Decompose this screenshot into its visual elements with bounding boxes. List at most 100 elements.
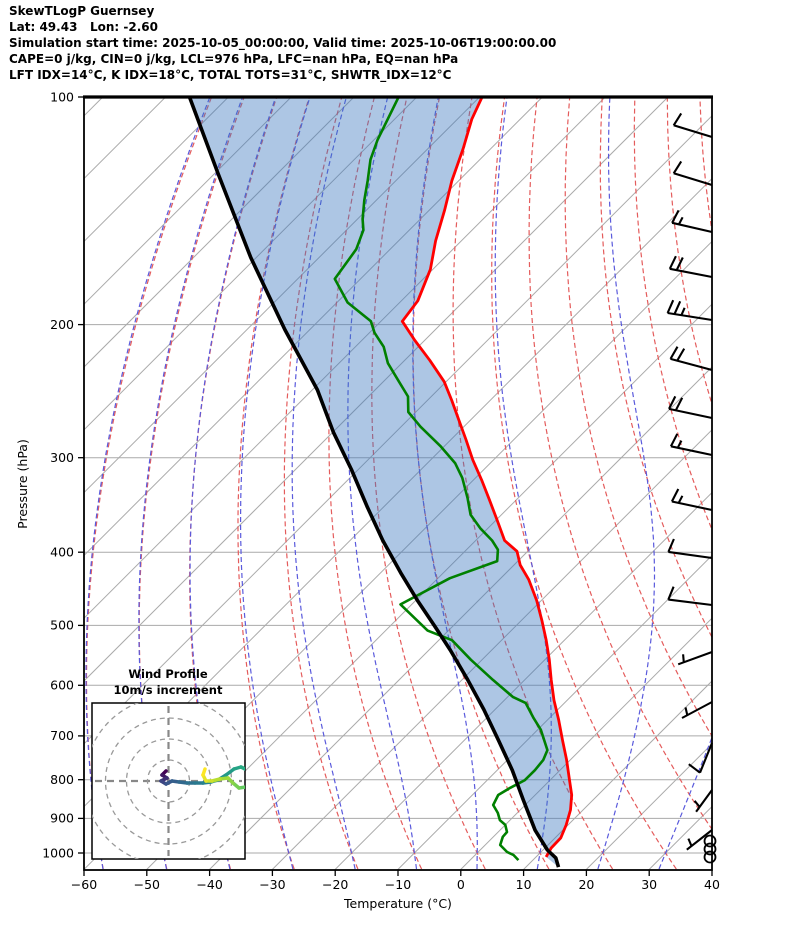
x-tick-label: −30 <box>259 877 285 892</box>
wind-barb <box>670 488 713 512</box>
y-tick-label: 500 <box>50 618 74 633</box>
isotherm-line <box>145 303 712 870</box>
wind-barb <box>669 346 713 372</box>
dry-adiabat-line <box>237 97 310 870</box>
calm-wind-circle <box>703 850 717 864</box>
wind-barb-staff <box>667 311 713 322</box>
y-tick-label: 200 <box>50 317 74 332</box>
isotherm-line <box>84 97 669 682</box>
moist-adiabat-line <box>240 97 311 870</box>
wind-barb-staff <box>673 124 713 139</box>
wind-barbs <box>666 112 717 864</box>
wind-barb-flag <box>672 160 683 174</box>
wind-barb-flag <box>688 763 701 774</box>
wind-barb-staff <box>673 172 713 187</box>
wind-barb-staff <box>671 221 713 234</box>
y-tick-label: 1000 <box>42 845 74 860</box>
y-tick-label: 600 <box>50 678 74 693</box>
x-tick-label: −60 <box>71 877 97 892</box>
isotherm-line <box>84 97 543 557</box>
isotherm-line <box>585 743 712 870</box>
calm-wind-circle <box>703 834 717 848</box>
moist-adiabat-line <box>597 97 656 870</box>
wind-barb-flag <box>669 346 679 360</box>
moist-adiabat-line <box>412 97 478 870</box>
wind-barb <box>672 112 713 139</box>
y-tick-label: 900 <box>50 811 74 826</box>
dry-adiabat-line <box>528 97 712 831</box>
isotherm-line <box>84 97 355 368</box>
hodograph-trace-segment <box>239 765 245 771</box>
cape-indices-line: CAPE=0 j/kg, CIN=0 j/kg, LCL=976 hPa, LF… <box>9 52 459 66</box>
cape-shading-layer <box>189 97 572 868</box>
wind-barb-flag <box>667 586 675 600</box>
isotherm-line <box>84 97 480 494</box>
temperature-curve <box>400 97 574 858</box>
dry-adiabat-line <box>564 97 712 738</box>
dewpoint-curve <box>333 97 549 862</box>
isotherm-line <box>522 680 712 870</box>
isotherm-line <box>208 366 712 870</box>
x-tick-label: −20 <box>322 877 348 892</box>
hodograph-trace-segment <box>244 785 245 789</box>
x-tick-label: 40 <box>704 877 720 892</box>
wind-barb-flag <box>669 433 679 447</box>
wind-barb-staff <box>695 789 713 813</box>
isotherm-line <box>84 97 418 431</box>
latlon-line: Lat: 49.43 Lon: -2.60 <box>9 20 158 34</box>
wind-barb-flag <box>676 348 686 362</box>
wind-barb-staff <box>668 550 713 560</box>
isotherm-line <box>397 554 712 870</box>
hodograph-content <box>92 703 251 859</box>
wind-barb <box>677 651 713 666</box>
dry-adiabat-line <box>732 97 794 869</box>
wind-barb <box>668 255 713 279</box>
wind-barb-flag <box>670 488 680 502</box>
dry-adiabat-line <box>491 97 677 870</box>
y-tick-label: 300 <box>50 450 74 465</box>
wind-barb-flag <box>667 538 675 553</box>
wind-barb <box>686 829 713 851</box>
wind-barb-halfflag <box>680 307 686 316</box>
sounding-curves <box>187 97 574 868</box>
isotherm-line <box>271 429 712 870</box>
wind-barb-flag <box>668 395 677 410</box>
moist-adiabat-line <box>783 97 794 869</box>
wind-barb <box>668 395 713 420</box>
wind-barb <box>667 538 713 560</box>
wind-barb <box>667 586 713 607</box>
hodograph-trace-segment <box>247 770 251 776</box>
wind-barb <box>672 160 713 187</box>
dry-adiabat-line <box>452 97 614 870</box>
wind-barb-staff <box>668 598 713 607</box>
isotherm-line <box>711 868 712 870</box>
wind-barb-halfflag <box>684 707 689 716</box>
wind-barb-halfflag <box>693 800 701 808</box>
simulation-times-line: Simulation start time: 2025-10-05_00:00:… <box>9 36 557 50</box>
wind-barb-halfflag <box>677 495 684 504</box>
calm-wind-circle <box>703 842 717 856</box>
wind-profile-inset <box>91 702 251 860</box>
wind-barb-staff <box>671 500 713 512</box>
x-tick-label: 0 <box>457 877 465 892</box>
wind-barb-halfflag <box>682 654 685 663</box>
moist-adiabat-line <box>291 97 356 870</box>
wind-barb-staff <box>699 742 713 774</box>
wind-barb <box>671 209 713 234</box>
moist-adiabat-line <box>494 97 552 870</box>
stability-indices-line: LFT IDX=14°C, K IDX=18°C, TOTAL TOTS=31°… <box>9 68 452 82</box>
isotherm-line <box>334 491 712 870</box>
dry-adiabat-line <box>699 97 712 235</box>
cape-shading <box>189 97 572 868</box>
x-axis-title: Temperature (°C) <box>343 896 452 911</box>
wind-barb <box>688 742 713 774</box>
isotherm-line <box>84 97 229 243</box>
wind-barb-flag <box>675 257 684 271</box>
hodograph-ring <box>146 759 191 803</box>
y-tick-label: 800 <box>50 772 74 787</box>
y-tick-label: 400 <box>50 545 74 560</box>
dry-adiabat-line <box>328 97 423 870</box>
wind-barb-staff <box>681 701 713 719</box>
